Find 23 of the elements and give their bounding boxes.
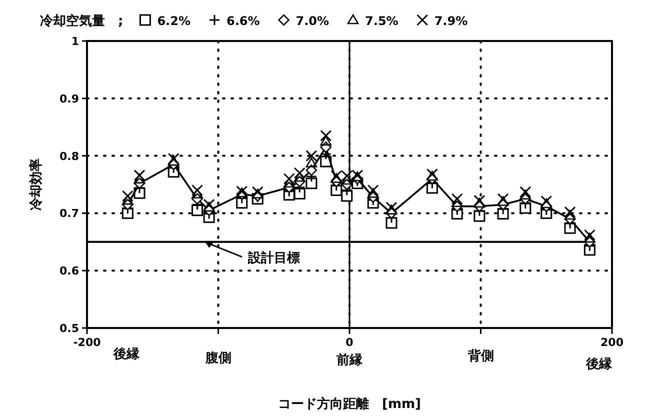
- y-tick-label: 0.9: [60, 92, 79, 106]
- text: 背側: [466, 348, 494, 364]
- legend-label: 設計目標: [247, 250, 300, 266]
- y-tick-label: 0.6: [60, 264, 80, 278]
- y-tick-label: 0.7: [60, 207, 79, 220]
- y-axis-title: 冷却効率: [28, 158, 44, 210]
- y-tick-label: 1: [71, 35, 79, 48]
- y-tick-label: 0.8: [60, 150, 79, 163]
- legend-label: 6.2%: [157, 14, 190, 28]
- text: 後縁: [584, 356, 613, 372]
- x-axis-title: コード方向距離 [mm]: [278, 396, 421, 412]
- text: 腹側: [204, 351, 232, 366]
- legend-label: 7.5%: [365, 14, 398, 28]
- legend-title: 冷却空気量 ;: [40, 13, 124, 29]
- y-tick-label: 0.5: [60, 322, 79, 335]
- text: 前縁: [336, 353, 364, 368]
- legend-label: 7.9%: [434, 14, 468, 28]
- legend-label: 6.6%: [226, 14, 260, 28]
- x-tick-label: 0: [346, 336, 354, 349]
- text: 後縁: [112, 346, 140, 362]
- x-tick-label: -200: [73, 336, 102, 349]
- x-tick-label: 200: [600, 336, 624, 349]
- legend-label: 7.0%: [296, 14, 330, 28]
